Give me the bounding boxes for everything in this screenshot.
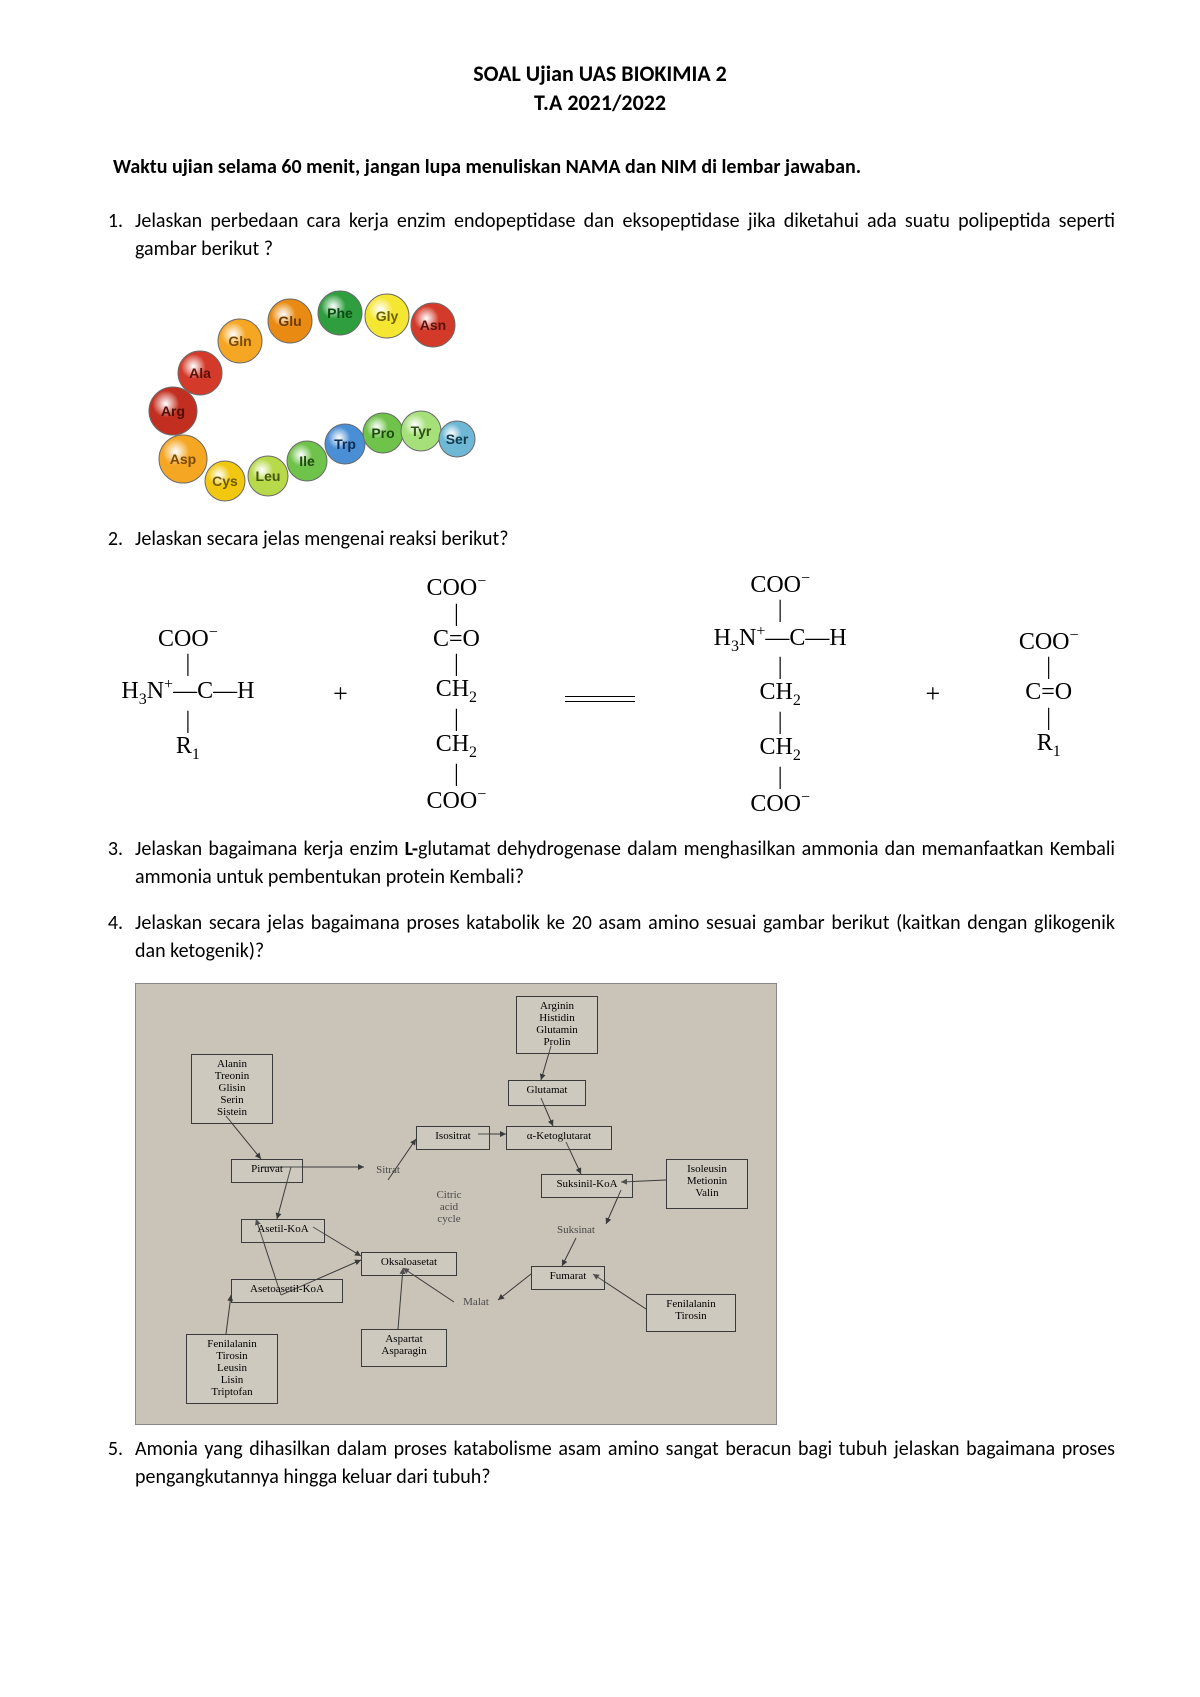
mol-2: COO−|C=O|CH2|CH2|COO− <box>427 574 487 814</box>
q1-number: 1. <box>85 207 135 263</box>
q4-text: Jelaskan secara jelas bagaimana proses k… <box>135 909 1115 965</box>
svg-text:Arg: Arg <box>161 403 185 419</box>
question-list: 1. Jelaskan perbedaan cara kerja enzim e… <box>85 207 1115 1491</box>
svg-text:Phe: Phe <box>327 305 353 321</box>
cat-node-suksinat: Suksinat <box>546 1224 606 1238</box>
q3-text: Jelaskan bagaimana kerja enzim L-glutama… <box>135 835 1115 891</box>
cat-node-sitrat: Sitrat <box>364 1164 412 1180</box>
cat-node-oksalo: Oksaloasetat <box>361 1252 457 1276</box>
cat-node-piruvat: Piruvat <box>231 1159 303 1183</box>
q4-number: 4. <box>85 909 135 965</box>
peptide-figure: Gln Glu Phe Gly Asn Ala Arg Asp Cys Leu Ile Trp Pro T… <box>135 281 1115 511</box>
cat-node-asetoasetil: Asetoasetil-KoA <box>231 1279 343 1303</box>
svg-text:Gly: Gly <box>376 308 399 324</box>
title-line2: T.A 2021/2022 <box>534 89 666 116</box>
exam-page: SOAL Ujian UAS BIOKIMIA 2 T.A 2021/2022 … <box>0 0 1200 1697</box>
plus-2: + <box>919 679 946 709</box>
q2-text: Jelaskan secara jelas mengenai reaksi be… <box>135 525 1115 553</box>
cat-node-aketo: α-Ketoglutarat <box>506 1126 612 1150</box>
cat-node-aspartat: AspartatAsparagin <box>361 1329 447 1367</box>
cat-node-alanin: AlaninTreoninGlisinSerinSistein <box>191 1054 273 1124</box>
cat-node-malat: Malat <box>454 1296 498 1310</box>
question-2: 2. Jelaskan secara jelas mengenai reaksi… <box>85 525 1115 553</box>
equilibrium-arrow <box>559 679 641 709</box>
mol-4: COO−|C=O|R1 <box>1019 628 1079 760</box>
mol-1: COO−|H3N+—C—H|R1 <box>121 625 254 764</box>
question-5: 5. Amonia yang dihasilkan dalam proses k… <box>85 1435 1115 1491</box>
svg-text:Gln: Gln <box>228 333 251 349</box>
page-title: SOAL Ujian UAS BIOKIMIA 2 T.A 2021/2022 <box>85 60 1115 117</box>
cat-node-suksinil: Suksinil-KoA <box>541 1174 633 1198</box>
svg-text:Asn: Asn <box>420 317 446 333</box>
question-3: 3. Jelaskan bagaimana kerja enzim L-glut… <box>85 835 1115 891</box>
question-1: 1. Jelaskan perbedaan cara kerja enzim e… <box>85 207 1115 263</box>
peptide-chain-svg: Gln Glu Phe Gly Asn Ala Arg Asp Cys Leu Ile Trp Pro T… <box>135 281 495 511</box>
svg-text:Glu: Glu <box>278 313 301 329</box>
svg-text:Asp: Asp <box>170 451 196 467</box>
cat-node-asetil: Asetil-KoA <box>241 1219 325 1243</box>
svg-text:Ala: Ala <box>189 365 211 381</box>
q1-text: Jelaskan perbedaan cara kerja enzim endo… <box>135 207 1115 263</box>
svg-text:Ile: Ile <box>299 453 315 469</box>
svg-text:Trp: Trp <box>334 436 356 452</box>
svg-text:Tyr: Tyr <box>411 423 432 439</box>
cat-node-fenil2: FenilalaninTirosin <box>646 1294 736 1332</box>
cat-node-arginin: ArgininHistidinGlutaminProlin <box>516 996 598 1054</box>
svg-text:Pro: Pro <box>371 425 394 441</box>
q5-number: 5. <box>85 1435 135 1491</box>
mol-3: COO−|H3N+—C—H|CH2|CH2|COO− <box>714 571 847 817</box>
title-line1: SOAL Ujian UAS BIOKIMIA 2 <box>473 60 727 87</box>
plus-1: + <box>327 679 354 709</box>
q3-number: 3. <box>85 835 135 891</box>
cat-node-isositrat: Isositrat <box>416 1126 490 1150</box>
q2-number: 2. <box>85 525 135 553</box>
svg-text:Cys: Cys <box>212 473 238 489</box>
transamination-reaction: COO−|H3N+—C—H|R1 + COO−|C=O|CH2|CH2|COO−… <box>85 571 1115 817</box>
cat-node-isoleusin: IsoleusinMetioninValin <box>666 1159 748 1209</box>
exam-instruction: Waktu ujian selama 60 menit, jangan lupa… <box>113 155 1115 179</box>
catabolic-diagram: ArgininHistidinGlutaminProlin AlaninTreon… <box>135 983 777 1425</box>
svg-text:Leu: Leu <box>256 468 281 484</box>
cat-node-fumarat: Fumarat <box>531 1266 605 1290</box>
q5-text: Amonia yang dihasilkan dalam proses kata… <box>135 1435 1115 1491</box>
question-4: 4. Jelaskan secara jelas bagaimana prose… <box>85 909 1115 965</box>
cat-node-citric: Citricacidcycle <box>424 1189 474 1229</box>
svg-text:Ser: Ser <box>446 431 469 447</box>
cat-node-fenil1: FenilalaninTirosinLeusinLisinTriptofan <box>186 1334 278 1404</box>
cat-node-glutamat: Glutamat <box>508 1080 586 1106</box>
